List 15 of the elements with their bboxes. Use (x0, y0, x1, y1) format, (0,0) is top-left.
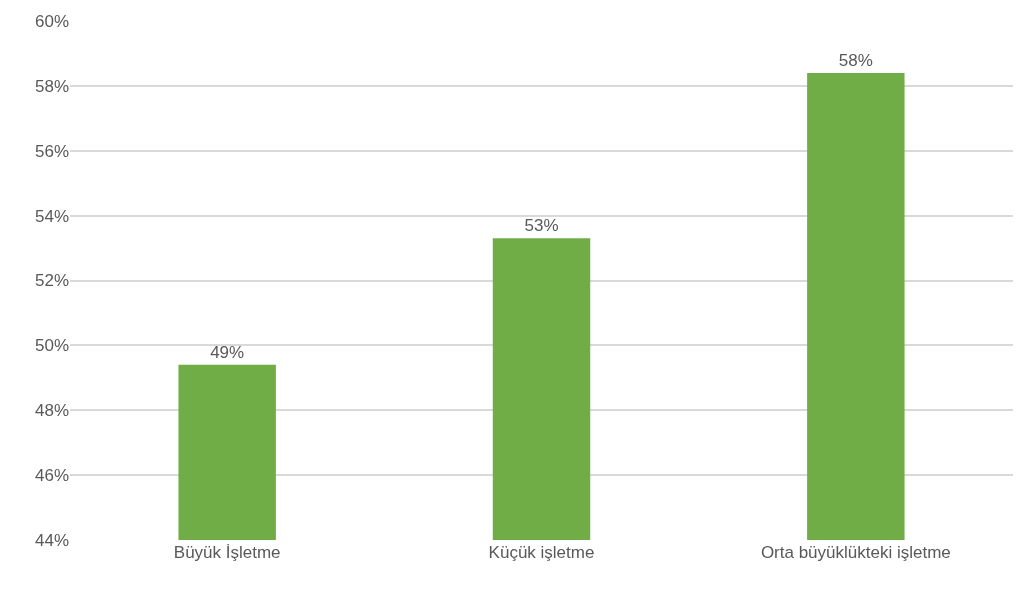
x-tick-label: Büyük İşletme (173, 543, 281, 562)
data-label: 49% (210, 342, 245, 362)
y-tick-label: 58% (34, 76, 69, 96)
y-tick-label: 48% (34, 401, 69, 421)
y-tick-label: 44% (34, 530, 69, 550)
y-tick-label: 50% (34, 336, 69, 356)
y-tick-label: 54% (34, 206, 69, 226)
x-tick-label: Küçük işletme (488, 543, 595, 562)
y-tick-label: 46% (34, 466, 69, 486)
x-tick-label: Orta büyüklükteki işletme (760, 543, 951, 562)
y-tick-label: 60% (34, 11, 69, 31)
data-label: 58% (838, 50, 873, 70)
y-tick-label: 56% (34, 141, 69, 161)
data-label: 53% (524, 216, 559, 236)
y-tick-label: 52% (34, 271, 69, 291)
